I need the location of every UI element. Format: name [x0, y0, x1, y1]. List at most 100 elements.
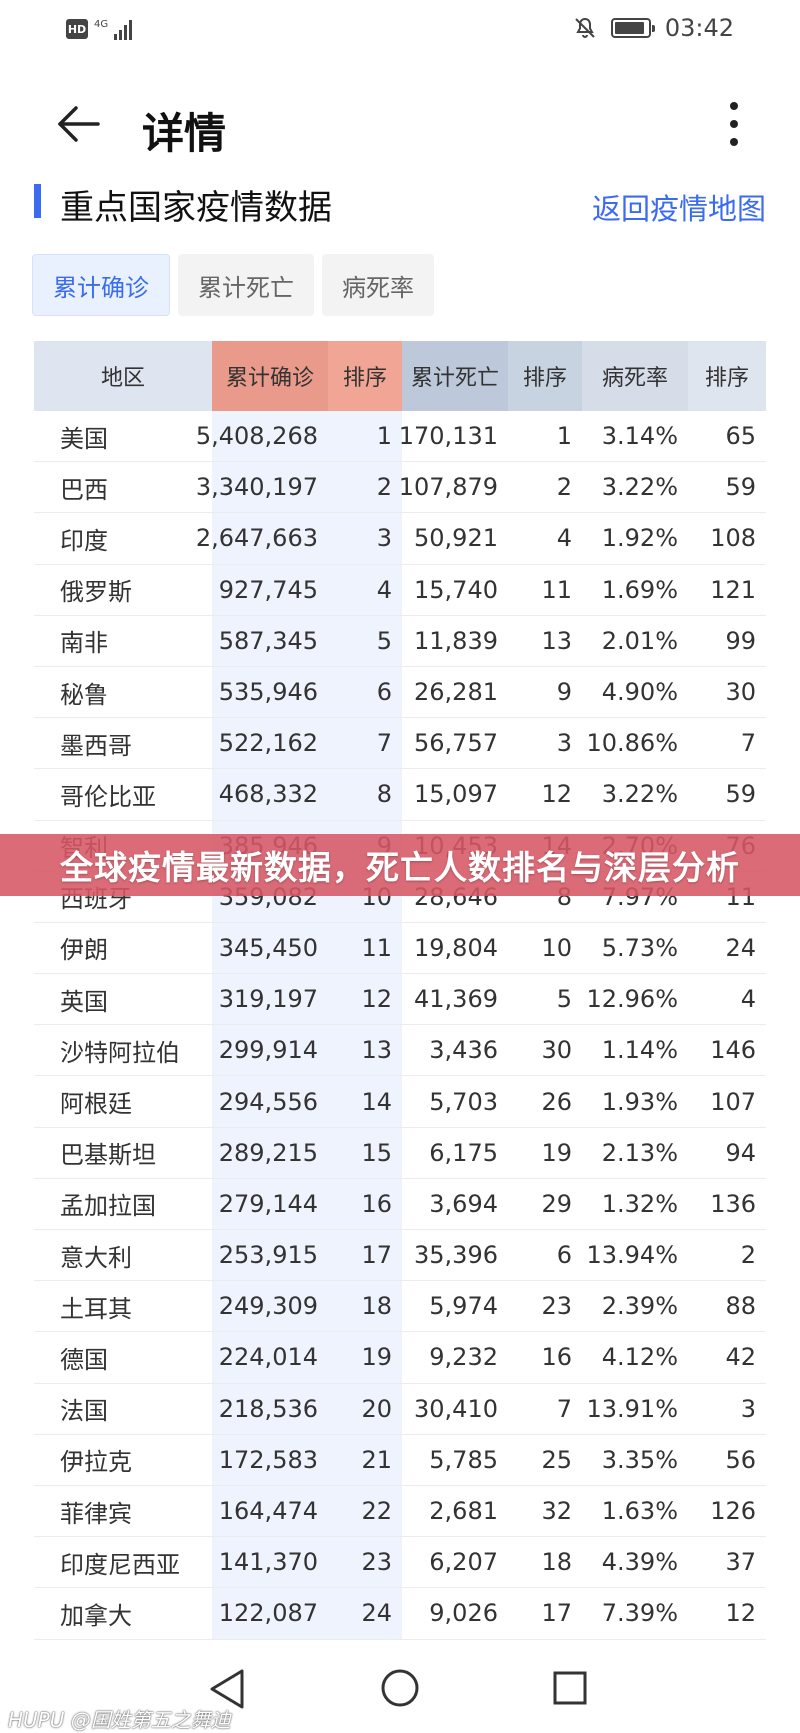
table-row[interactable]: 秘鲁 535,946 6 26,281 9 4.90% 30 — [34, 666, 766, 719]
table-row[interactable]: 阿根廷 294,556 14 5,703 26 1.93% 107 — [34, 1076, 766, 1128]
cell-fatality-rate: 10.86% — [586, 729, 678, 758]
cell-confirmed: 927,745 — [212, 564, 328, 615]
table-row[interactable]: 墨西哥 522,162 7 56,757 3 10.86% 7 — [34, 718, 766, 770]
cell-deaths: 107,879 — [398, 473, 498, 502]
cell-fatality-rank: 108 — [710, 524, 756, 553]
header-region[interactable]: 地区 — [34, 341, 212, 411]
table-row[interactable]: 土耳其 249,309 18 5,974 23 2.39% 88 — [34, 1281, 766, 1333]
table-row[interactable]: 印度 2,647,663 3 50,921 4 1.92% 108 — [34, 513, 766, 565]
cell-region: 哥伦比亚 — [60, 782, 156, 811]
table-row[interactable]: 沙特阿拉伯 299,914 13 3,436 30 1.14% 146 — [34, 1025, 766, 1077]
clock: 03:42 — [664, 14, 734, 42]
cell-confirmed: 164,474 — [212, 1485, 328, 1537]
cell-confirmed-rank: 13 — [328, 1025, 402, 1076]
cell-region: 意大利 — [60, 1243, 132, 1272]
cell-region: 法国 — [60, 1397, 108, 1426]
cell-region: 伊朗 — [60, 936, 108, 965]
cell-confirmed-rank: 16 — [328, 1178, 402, 1229]
cell-confirmed-rank: 22 — [328, 1485, 402, 1537]
cell-confirmed: 279,144 — [212, 1178, 328, 1229]
cell-region: 巴基斯坦 — [60, 1141, 156, 1170]
more-vertical-icon[interactable] — [724, 100, 744, 148]
table-row[interactable]: 俄罗斯 927,745 4 15,740 11 1.69% 121 — [34, 564, 766, 616]
cell-confirmed-rank: 12 — [328, 974, 402, 1025]
table-row[interactable]: 加拿大 122,087 24 9,026 17 7.39% 12 — [34, 1588, 766, 1640]
cell-fatality-rate: 12.96% — [586, 985, 678, 1014]
table-row[interactable]: 孟加拉国 279,144 16 3,694 29 1.32% 136 — [34, 1178, 766, 1230]
cell-region: 沙特阿拉伯 — [60, 1038, 180, 1067]
tab-confirmed[interactable]: 累计确诊 — [32, 254, 170, 316]
table-row[interactable]: 德国 224,014 19 9,232 16 4.12% 42 — [34, 1332, 766, 1384]
table-row[interactable]: 印度尼西亚 141,370 23 6,207 18 4.39% 37 — [34, 1537, 766, 1589]
table-row[interactable]: 哥伦比亚 468,332 8 15,097 12 3.22% 59 — [34, 769, 766, 821]
tab-deaths[interactable]: 累计死亡 — [178, 254, 314, 316]
cell-confirmed-rank: 24 — [328, 1588, 402, 1639]
tab-fatality-rate[interactable]: 病死率 — [322, 254, 434, 316]
table-row[interactable]: 南非 587,345 5 11,839 13 2.01% 99 — [34, 615, 766, 667]
cell-confirmed: 319,197 — [212, 974, 328, 1025]
cell-confirmed-rank: 17 — [328, 1230, 402, 1281]
cell-deaths-rank: 9 — [556, 678, 572, 707]
header-deaths-rank[interactable]: 排序 — [508, 341, 582, 411]
table-row[interactable]: 法国 218,536 20 30,410 7 13.91% 3 — [34, 1383, 766, 1435]
table-row[interactable]: 意大利 253,915 17 35,396 6 13.94% 2 — [34, 1230, 766, 1282]
cell-deaths: 35,396 — [414, 1241, 498, 1270]
cell-confirmed-rank: 20 — [328, 1383, 402, 1434]
back-to-map-link[interactable]: 返回疫情地图 — [591, 192, 766, 226]
back-arrow-icon[interactable] — [52, 98, 104, 150]
table-row[interactable]: 巴基斯坦 289,215 15 6,175 19 2.13% 94 — [34, 1127, 766, 1179]
cell-fatality-rate: 2.39% — [601, 1292, 678, 1321]
cell-region: 俄罗斯 — [60, 578, 132, 607]
cell-deaths-rank: 1 — [556, 422, 572, 451]
cell-confirmed: 299,914 — [212, 1025, 328, 1076]
cell-confirmed-rank: 5 — [328, 615, 402, 666]
cell-deaths-rank: 26 — [541, 1087, 572, 1116]
cell-fatality-rate: 5.73% — [601, 933, 678, 962]
table-row[interactable]: 菲律宾 164,474 22 2,681 32 1.63% 126 — [34, 1485, 766, 1538]
table-row[interactable]: 英国 319,197 12 41,369 5 12.96% 4 — [34, 974, 766, 1026]
table-row[interactable]: 伊拉克 172,583 21 5,785 25 3.35% 56 — [34, 1434, 766, 1486]
cell-deaths-rank: 10 — [541, 933, 572, 962]
cell-fatality-rate: 2.13% — [601, 1138, 678, 1167]
cell-confirmed-rank: 3 — [328, 513, 402, 564]
nav-home-icon[interactable] — [380, 1668, 420, 1708]
cell-fatality-rank: 3 — [740, 1394, 756, 1423]
signal-icon — [114, 18, 133, 40]
cell-confirmed-rank: 15 — [328, 1127, 402, 1178]
cell-confirmed: 5,408,268 — [196, 411, 328, 462]
nav-recent-apps-icon[interactable] — [552, 1670, 588, 1706]
cell-fatality-rank: 59 — [725, 780, 756, 809]
header-confirmed[interactable]: 累计确诊 — [212, 341, 328, 411]
cell-deaths-rank: 16 — [541, 1343, 572, 1372]
cell-region: 孟加拉国 — [60, 1192, 156, 1221]
cell-deaths: 26,281 — [414, 678, 498, 707]
cell-fatality-rank: 4 — [740, 985, 756, 1014]
cell-fatality-rank: 126 — [710, 1497, 756, 1526]
cell-deaths: 170,131 — [398, 422, 498, 451]
cell-confirmed: 141,370 — [212, 1537, 328, 1588]
cell-fatality-rank: 59 — [725, 473, 756, 502]
header-fatality-rate[interactable]: 病死率 — [582, 341, 688, 411]
cell-fatality-rank: 12 — [725, 1599, 756, 1628]
table-row[interactable]: 巴西 3,340,197 2 107,879 2 3.22% 59 — [34, 462, 766, 514]
cell-deaths: 6,207 — [429, 1548, 498, 1577]
cell-fatality-rate: 4.12% — [601, 1343, 678, 1372]
header-confirmed-rank[interactable]: 排序 — [328, 341, 402, 411]
header-deaths[interactable]: 累计死亡 — [402, 341, 508, 411]
cell-region: 菲律宾 — [60, 1499, 132, 1528]
watermark: HUPU @国姓第五之舞迪 — [8, 1708, 231, 1732]
header-fatality-rank[interactable]: 排序 — [688, 341, 766, 411]
cell-fatality-rate: 1.92% — [601, 524, 678, 553]
cell-fatality-rank: 24 — [725, 933, 756, 962]
system-nav-bar — [0, 1650, 800, 1733]
cell-deaths-rank: 4 — [556, 524, 572, 553]
cell-confirmed: 3,340,197 — [196, 462, 328, 513]
cell-fatality-rate: 3.35% — [601, 1445, 678, 1474]
table-row[interactable]: 美国 5,408,268 1 170,131 1 3.14% 65 — [34, 411, 766, 463]
cell-deaths: 9,232 — [429, 1343, 498, 1372]
nav-back-icon[interactable] — [208, 1668, 248, 1710]
table-row[interactable]: 伊朗 345,450 11 19,804 10 5.73% 24 — [34, 922, 766, 975]
cell-fatality-rate: 3.14% — [601, 422, 678, 451]
cell-confirmed-rank: 6 — [328, 666, 402, 718]
cell-deaths: 50,921 — [414, 524, 498, 553]
